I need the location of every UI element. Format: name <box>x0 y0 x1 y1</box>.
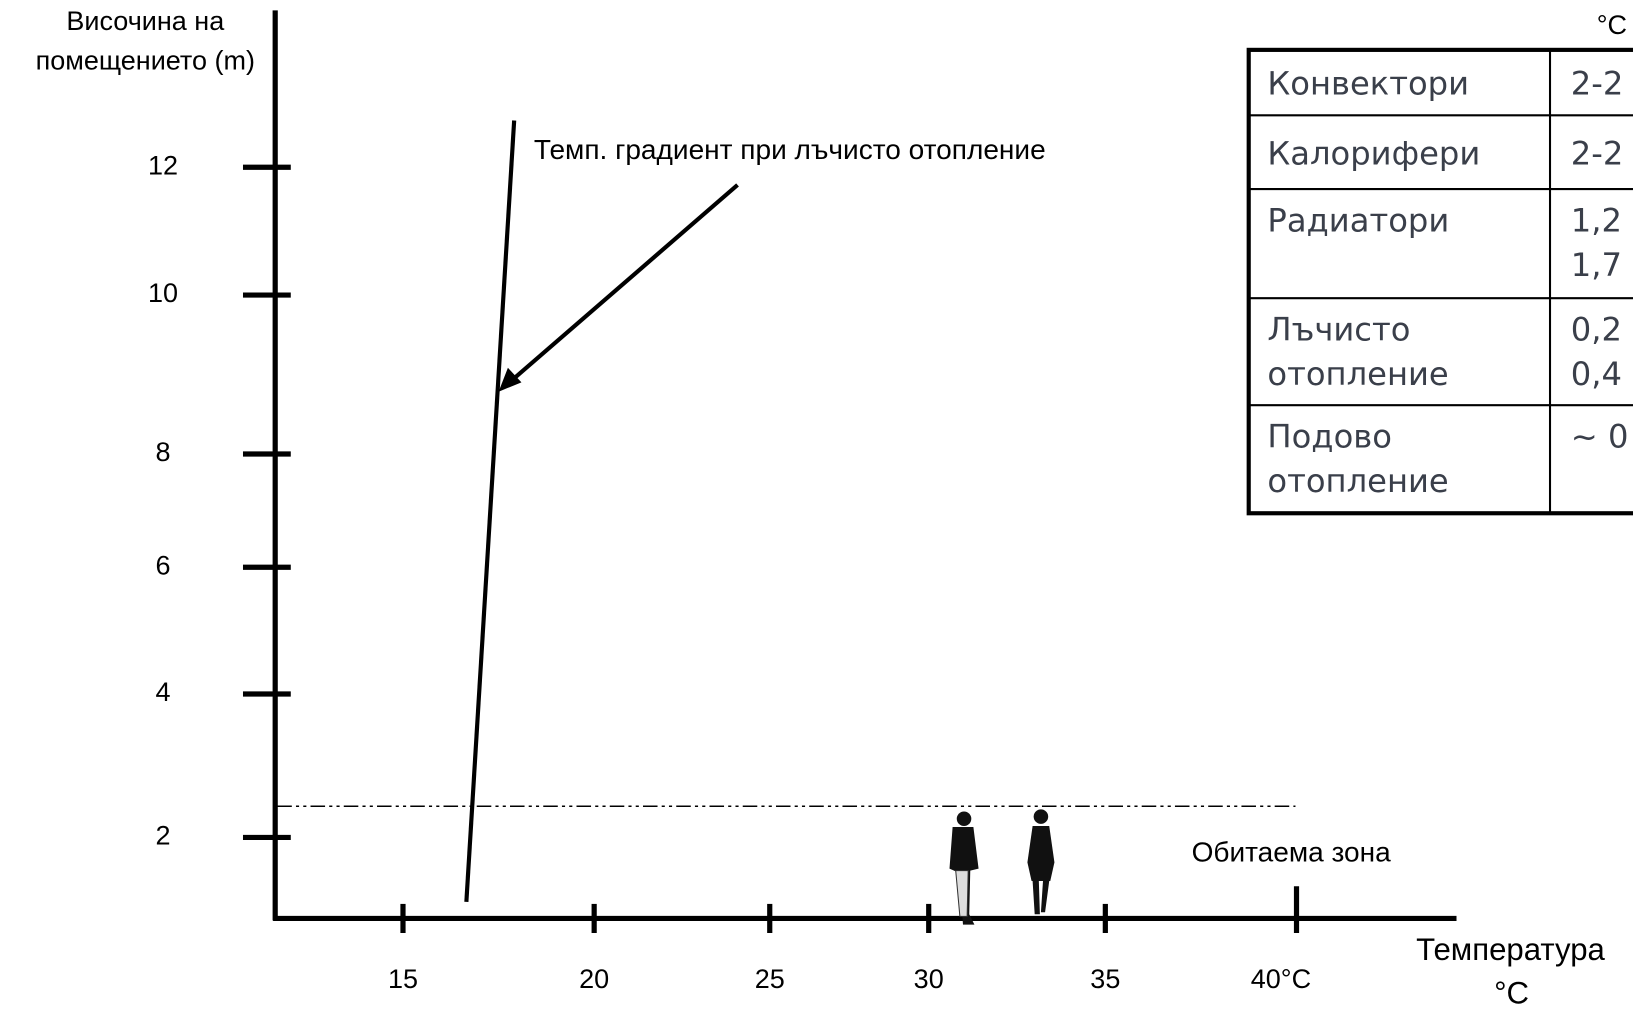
x-tick-label: 15 <box>388 964 418 994</box>
arrow-head <box>499 368 522 392</box>
x-tick-label: 20 <box>579 964 609 994</box>
table-cell: 0,4 <box>1571 355 1622 393</box>
y-tick-label: 4 <box>155 677 170 707</box>
gradient-line <box>466 121 514 902</box>
table-cell: Калорифери <box>1267 134 1480 172</box>
y-axis-label: помещението (m) <box>36 45 255 75</box>
page: Височина на помещението (m) 12 10 8 6 4 2 15 20 25… <box>0 0 1633 1013</box>
table-cell: 2-2 <box>1571 65 1624 103</box>
table-cell: 0,2 <box>1571 310 1622 348</box>
table-unit: °C <box>1597 10 1627 40</box>
x-tick-label: 40°C <box>1251 964 1311 994</box>
y-tick-label: 12 <box>148 150 178 180</box>
table-cell: 1,7 <box>1571 246 1622 284</box>
table-cell: Радиатори <box>1267 201 1449 239</box>
table-cell: отопление <box>1267 355 1448 393</box>
person-woman <box>1027 809 1054 914</box>
x-axis-label: Температура <box>1416 932 1605 967</box>
table-cell: ~ 0 <box>1571 417 1629 455</box>
table-cell: Лъчисто <box>1267 310 1410 348</box>
x-axis-label: °C <box>1494 976 1529 1011</box>
x-tick-label: 25 <box>755 964 785 994</box>
y-tick-label: 8 <box>155 437 170 467</box>
person-man <box>949 811 978 924</box>
table-cell: 2-2 <box>1571 134 1624 172</box>
x-tick-label: 30 <box>914 964 944 994</box>
table-cell: Конвектори <box>1267 65 1469 103</box>
x-tick-label: 35 <box>1090 964 1120 994</box>
diagram: Височина на помещението (m) 12 10 8 6 4 2 15 20 25… <box>0 0 1633 1013</box>
table-cell: Подово <box>1267 417 1392 455</box>
table-cell: 1,2 <box>1571 201 1622 239</box>
y-tick-label: 10 <box>148 278 178 308</box>
table-cell: отопление <box>1267 462 1448 500</box>
arrow <box>513 185 737 379</box>
y-tick-label: 2 <box>155 821 170 851</box>
y-tick-label: 6 <box>155 550 170 580</box>
annotation: Темп. градиент при лъчисто отопление <box>534 134 1046 165</box>
y-axis-label: Височина на <box>66 6 225 36</box>
annotation: Обитаема зона <box>1192 836 1392 867</box>
